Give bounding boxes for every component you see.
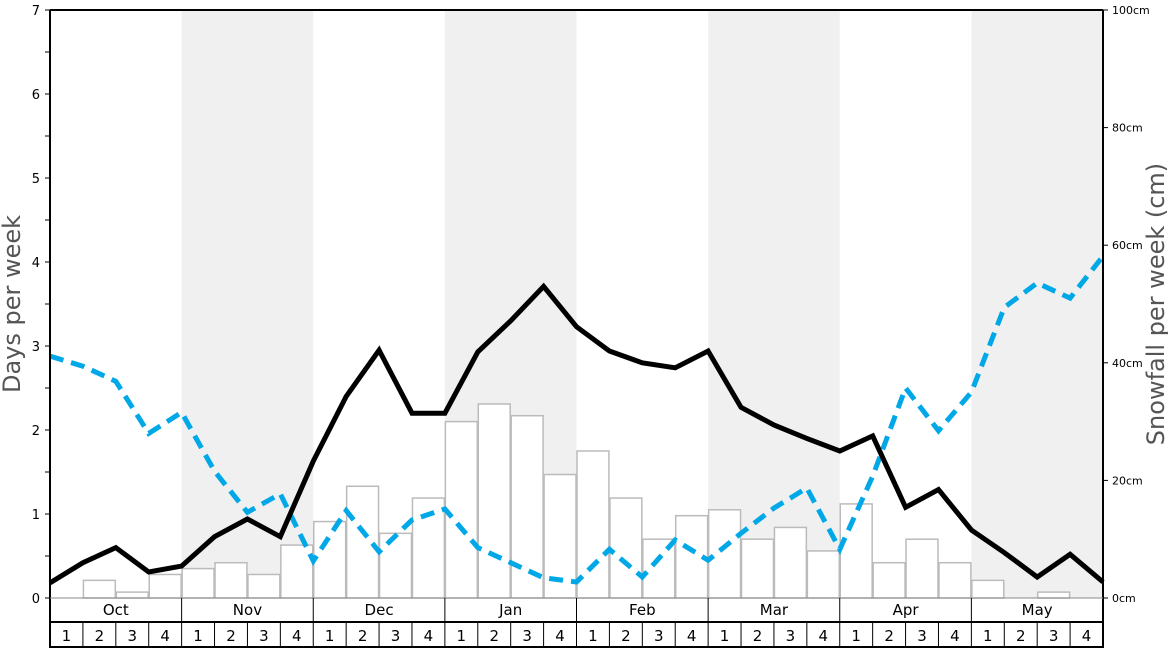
snowfall-bar: [740, 538, 775, 599]
right-tick-label: 60cm: [1112, 239, 1143, 252]
left-tick-label: 3: [32, 340, 40, 355]
left-axis-label: Days per week: [0, 215, 26, 393]
week-label: 1: [851, 627, 861, 645]
lines: [48, 254, 1105, 586]
week-label: 1: [588, 627, 598, 645]
week-label: 2: [753, 627, 763, 645]
snowfall-bars: [82, 403, 1071, 599]
snowfall-bar: [806, 550, 840, 599]
plot-frame: [49, 9, 1104, 648]
month-label: Apr: [893, 601, 920, 619]
snowfall-bar: [905, 538, 939, 599]
snowfall-bar: [839, 503, 873, 599]
snowfall-bar: [707, 509, 742, 599]
week-label: 4: [160, 627, 170, 645]
week-label: 1: [193, 627, 203, 645]
left-tick-label: 4: [32, 256, 40, 271]
right-tick-label: 0cm: [1112, 592, 1136, 605]
week-label: 2: [226, 627, 236, 645]
month-label: Nov: [233, 601, 262, 619]
snowfall-bar: [510, 414, 544, 599]
snowfall-bar: [345, 485, 380, 599]
snowfall-bar: [148, 573, 182, 599]
week-label: 3: [391, 627, 401, 645]
week-label: 2: [1016, 627, 1026, 645]
week-label: 4: [1082, 627, 1092, 645]
month-shade: [181, 10, 314, 598]
snowfall-bar: [280, 544, 314, 599]
week-label: 4: [424, 627, 434, 645]
week-label: 3: [1049, 627, 1059, 645]
left-tick-label: 2: [32, 424, 40, 439]
snow-days-line: [48, 282, 1105, 586]
week-label: 1: [720, 627, 730, 645]
week-label: 2: [621, 627, 631, 645]
week-label: 1: [62, 627, 72, 645]
week-label: 2: [884, 627, 894, 645]
right-tick-label: 100cm: [1112, 4, 1150, 17]
week-label: 1: [983, 627, 993, 645]
snowfall-bar: [214, 561, 248, 599]
week-label: 1: [325, 627, 335, 645]
left-tick-label: 7: [32, 4, 40, 19]
week-label: 1: [457, 627, 467, 645]
snowfall-bar: [1036, 591, 1071, 599]
snowfall-bar: [773, 526, 808, 599]
dashed-days-line: [49, 254, 1105, 585]
week-label: 3: [522, 627, 532, 645]
month-label: Feb: [629, 601, 656, 619]
month-label: Oct: [103, 601, 129, 619]
month-label: Mar: [760, 601, 789, 619]
right-axis: 0cm 20cm 40cm 60cm 80cm 100cm: [1103, 4, 1150, 605]
month-label: May: [1022, 601, 1053, 619]
snowfall-bar: [247, 573, 281, 599]
snowfall-bar: [971, 579, 1005, 599]
snowfall-bar: [477, 403, 511, 599]
week-label: 3: [259, 627, 269, 645]
left-tick-label: 1: [32, 508, 40, 523]
snowfall-bar: [938, 561, 972, 599]
right-tick-label: 20cm: [1112, 474, 1143, 487]
month-label: Jan: [498, 601, 522, 619]
week-label: 3: [917, 627, 927, 645]
snowfall-bar: [378, 532, 413, 599]
month-week-axis: Oct 1 2 3 4 Nov 1 2 3 4 Dec 1 2 3 4 Jan 1 2 3 4 Feb 1 2 3 4 Mar 1 2…: [50, 598, 1103, 648]
snowfall-bar: [444, 420, 479, 599]
week-label: 2: [95, 627, 105, 645]
week-label: 2: [489, 627, 499, 645]
month-shading: [181, 10, 1103, 598]
week-label: 4: [292, 627, 302, 645]
week-label: 3: [127, 627, 137, 645]
week-label: 3: [654, 627, 664, 645]
month-label: Dec: [365, 601, 394, 619]
left-tick-label: 6: [32, 88, 40, 103]
month-shade: [708, 10, 840, 598]
right-tick-label: 80cm: [1112, 122, 1143, 135]
week-label: 4: [819, 627, 829, 645]
week-label: 4: [950, 627, 960, 645]
week-label: 4: [555, 627, 565, 645]
snowfall-bar: [181, 567, 215, 599]
left-tick-label: 0: [32, 592, 40, 607]
snowfall-bar: [115, 591, 149, 599]
week-label: 3: [786, 627, 796, 645]
snowfall-bar: [872, 561, 906, 599]
right-tick-label: 40cm: [1112, 357, 1143, 370]
left-tick-label: 5: [32, 172, 40, 187]
week-label: 4: [687, 627, 697, 645]
right-axis-label: Snowfall per week (cm): [1142, 163, 1168, 445]
month-shade: [971, 10, 1103, 598]
week-label: 2: [358, 627, 368, 645]
snowfall-bar: [82, 579, 117, 599]
snowfall-bar: [609, 497, 643, 599]
snowfall-bar: [313, 520, 347, 599]
left-axis: 0 1 2 3 4 5 6 7: [32, 4, 50, 607]
